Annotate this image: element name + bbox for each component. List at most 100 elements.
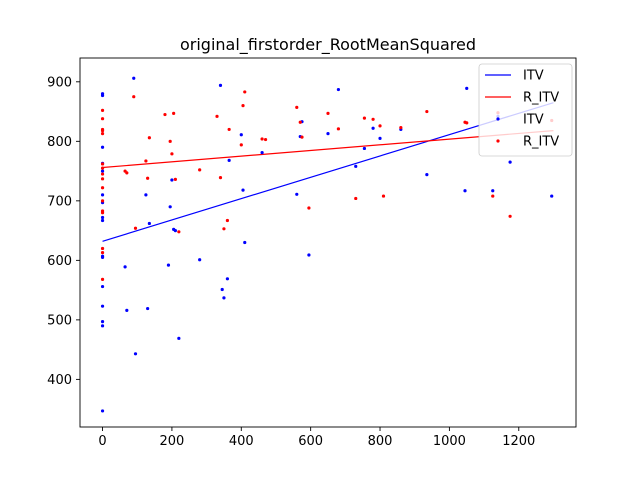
data-point-itv xyxy=(508,160,512,164)
data-point-r-itv xyxy=(100,246,105,251)
data-point-r-itv xyxy=(371,117,375,121)
y-tick-label: 800 xyxy=(47,135,72,150)
x-tick-label: 800 xyxy=(368,434,393,449)
data-point-r-itv xyxy=(378,124,382,128)
data-point-r-itv xyxy=(263,137,268,142)
data-point-itv xyxy=(166,263,171,267)
data-point-r-itv xyxy=(222,227,226,231)
legend-point-marker xyxy=(496,117,500,121)
data-point-itv xyxy=(243,240,247,245)
data-point-itv xyxy=(354,164,358,168)
data-point-itv xyxy=(100,320,105,324)
data-point-itv xyxy=(222,296,226,300)
data-point-itv xyxy=(100,169,105,173)
legend-box xyxy=(478,63,573,157)
data-point-r-itv xyxy=(336,127,341,131)
legend-label: ITV xyxy=(523,113,544,128)
data-point-itv xyxy=(177,336,181,340)
data-point-r-itv xyxy=(508,214,512,218)
data-point-itv xyxy=(100,218,105,223)
data-point-itv xyxy=(100,145,105,149)
data-point-itv xyxy=(147,221,151,226)
data-point-r-itv xyxy=(172,111,176,115)
x-tick-label: 200 xyxy=(160,434,185,449)
y-tick-label: 900 xyxy=(47,75,72,90)
data-point-r-itv xyxy=(144,159,148,163)
data-point-r-itv xyxy=(198,168,202,172)
data-point-r-itv xyxy=(173,177,177,182)
data-point-itv xyxy=(326,131,330,136)
data-point-r-itv xyxy=(100,131,105,136)
data-point-r-itv xyxy=(177,230,181,234)
data-point-itv xyxy=(133,352,138,356)
data-point-itv xyxy=(307,253,311,257)
chart-title: original_firstorder_RootMeanSquared xyxy=(180,35,476,55)
plot-area xyxy=(100,76,554,413)
x-tick-label: 600 xyxy=(298,434,323,449)
data-point-r-itv xyxy=(241,104,245,108)
data-point-r-itv xyxy=(491,194,495,198)
data-point-r-itv xyxy=(243,90,247,94)
data-point-r-itv xyxy=(215,114,219,118)
data-point-itv xyxy=(125,308,129,312)
data-point-r-itv xyxy=(170,152,174,156)
data-point-r-itv xyxy=(100,108,105,112)
data-point-r-itv xyxy=(100,186,105,190)
data-point-itv xyxy=(146,306,150,311)
data-point-r-itv xyxy=(100,251,105,255)
data-point-r-itv xyxy=(132,95,136,99)
data-point-itv xyxy=(144,193,148,197)
data-point-r-itv xyxy=(100,177,105,181)
x-tick-label: 1200 xyxy=(502,434,535,449)
data-point-r-itv xyxy=(163,112,167,117)
data-point-r-itv xyxy=(100,166,105,170)
data-point-itv xyxy=(100,304,105,308)
data-point-r-itv xyxy=(399,126,403,130)
data-point-itv xyxy=(425,173,429,177)
data-point-itv xyxy=(100,92,105,96)
data-point-r-itv xyxy=(146,176,150,180)
legend: ITV R_ITV ITV R_ITV xyxy=(478,63,573,157)
data-point-r-itv xyxy=(307,206,311,210)
data-point-itv xyxy=(362,146,367,151)
data-point-itv xyxy=(173,229,177,233)
legend-label: R_ITV xyxy=(523,135,559,150)
x-tick-label: 0 xyxy=(98,434,106,449)
data-point-r-itv xyxy=(218,176,223,180)
legend-point-marker xyxy=(496,139,500,143)
data-point-itv xyxy=(218,83,223,87)
data-point-r-itv xyxy=(100,127,105,132)
data-point-r-itv xyxy=(133,226,138,230)
data-point-r-itv xyxy=(295,105,299,109)
data-point-r-itv xyxy=(298,120,302,124)
data-point-r-itv xyxy=(300,135,304,139)
data-point-r-itv xyxy=(100,277,105,281)
data-point-r-itv xyxy=(239,143,243,147)
data-point-itv xyxy=(491,189,495,193)
data-point-itv xyxy=(227,158,231,162)
series-line-itv xyxy=(102,102,554,242)
data-point-itv xyxy=(260,151,264,155)
data-point-itv xyxy=(170,178,174,182)
data-point-itv xyxy=(100,324,105,328)
axes: 0 200 400 600 800 1000 1200 400 500 600 700 800 900 xyxy=(47,57,577,449)
data-point-itv xyxy=(100,215,105,220)
data-point-itv xyxy=(463,189,467,193)
data-point-r-itv xyxy=(168,139,172,143)
data-point-itv xyxy=(371,126,375,130)
data-point-r-itv xyxy=(100,162,105,166)
data-point-itv xyxy=(295,192,299,196)
x-tick-label: 1000 xyxy=(433,434,466,449)
data-point-itv xyxy=(220,287,224,292)
data-point-r-itv xyxy=(381,194,386,198)
data-point-r-itv xyxy=(425,109,429,114)
data-point-itv xyxy=(550,194,554,198)
y-tick-label: 400 xyxy=(47,373,72,388)
data-point-itv xyxy=(100,254,105,258)
data-point-r-itv xyxy=(125,171,129,175)
legend-label: ITV xyxy=(523,69,544,84)
data-point-itv xyxy=(100,284,105,289)
series-line-r-itv xyxy=(102,130,554,169)
x-tick-label: 400 xyxy=(229,434,254,449)
